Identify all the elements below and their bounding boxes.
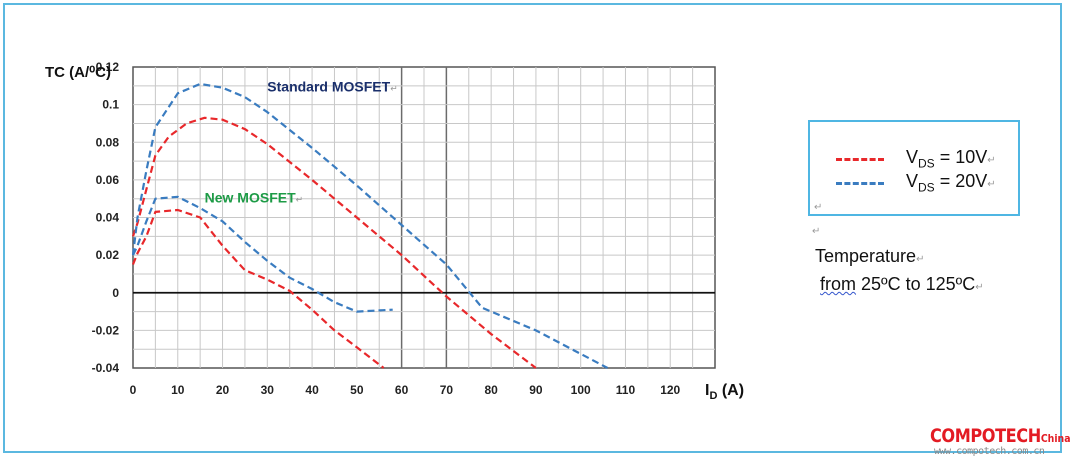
temperature-note: Temperature↵ from 25ºC to 125ºC↵ bbox=[815, 244, 984, 300]
x-tick-label: 10 bbox=[171, 383, 185, 397]
x-tick-label: 40 bbox=[305, 383, 319, 397]
y-axis-label: TC (A/⁰C) bbox=[45, 64, 111, 81]
x-tick-label: 100 bbox=[571, 383, 591, 397]
y-tick-label: 0.02 bbox=[96, 248, 120, 262]
series-annotation: Standard MOSFET↵ bbox=[267, 78, 397, 94]
y-tick-label: 0 bbox=[112, 286, 119, 300]
paragraph-mark: ↵ bbox=[812, 226, 821, 237]
y-tick-label: 0.08 bbox=[96, 135, 120, 149]
y-tick-label: -0.04 bbox=[92, 361, 120, 375]
series-line bbox=[132, 195, 393, 313]
x-tick-label: 110 bbox=[616, 383, 636, 397]
series-annotation: New MOSFET↵ bbox=[205, 189, 304, 205]
temperature-line-1: Temperature↵ bbox=[815, 246, 925, 266]
legend-label: VDS = 10V↵ bbox=[906, 147, 996, 171]
x-tick-label: 80 bbox=[484, 383, 498, 397]
y-tick-label: 0.1 bbox=[102, 98, 119, 112]
figure-frame bbox=[3, 3, 1062, 453]
series-layer bbox=[131, 82, 609, 369]
temperature-line-2: from 25ºC to 125ºC↵ bbox=[820, 274, 984, 294]
x-tick-label: 0 bbox=[130, 383, 137, 397]
grid bbox=[132, 66, 716, 369]
x-tick-label: 70 bbox=[440, 383, 454, 397]
y-tick-label: 0.12 bbox=[96, 60, 120, 74]
legend-item-vds-20v: VDS = 20V↵ bbox=[836, 171, 996, 195]
brand-url: www.compotech.com.cn bbox=[934, 446, 1045, 457]
y-tick-label: 0.04 bbox=[96, 211, 120, 225]
compotech-logo: COMPOTECHChina bbox=[930, 425, 1071, 447]
series-line bbox=[131, 116, 537, 369]
x-axis-label: ID (A) bbox=[705, 382, 744, 402]
x-tick-label: 30 bbox=[261, 383, 275, 397]
paragraph-mark: ↵ bbox=[814, 202, 823, 213]
series-line bbox=[131, 82, 609, 369]
y-tick-label: 0.06 bbox=[96, 173, 120, 187]
axis-layer: -0.04 -0.02 0 0.02 0.04 0.06 0.08 0.1 0.12 0 10 20 3… bbox=[45, 60, 744, 402]
series-line bbox=[131, 208, 385, 369]
y-tick-label: -0.02 bbox=[92, 323, 120, 337]
x-tick-label: 20 bbox=[216, 383, 230, 397]
legend-swatch-red bbox=[836, 157, 884, 161]
x-tick-label: 120 bbox=[660, 383, 680, 397]
legend-swatch-blue bbox=[836, 181, 884, 185]
legend: VDS = 10V↵ VDS = 20V↵ ↵ bbox=[808, 120, 1020, 216]
legend-item-vds-10v: VDS = 10V↵ bbox=[836, 147, 996, 171]
x-tick-label: 90 bbox=[529, 383, 543, 397]
legend-label: VDS = 20V↵ bbox=[906, 171, 996, 195]
x-tick-label: 60 bbox=[395, 383, 409, 397]
x-tick-label: 50 bbox=[350, 383, 364, 397]
